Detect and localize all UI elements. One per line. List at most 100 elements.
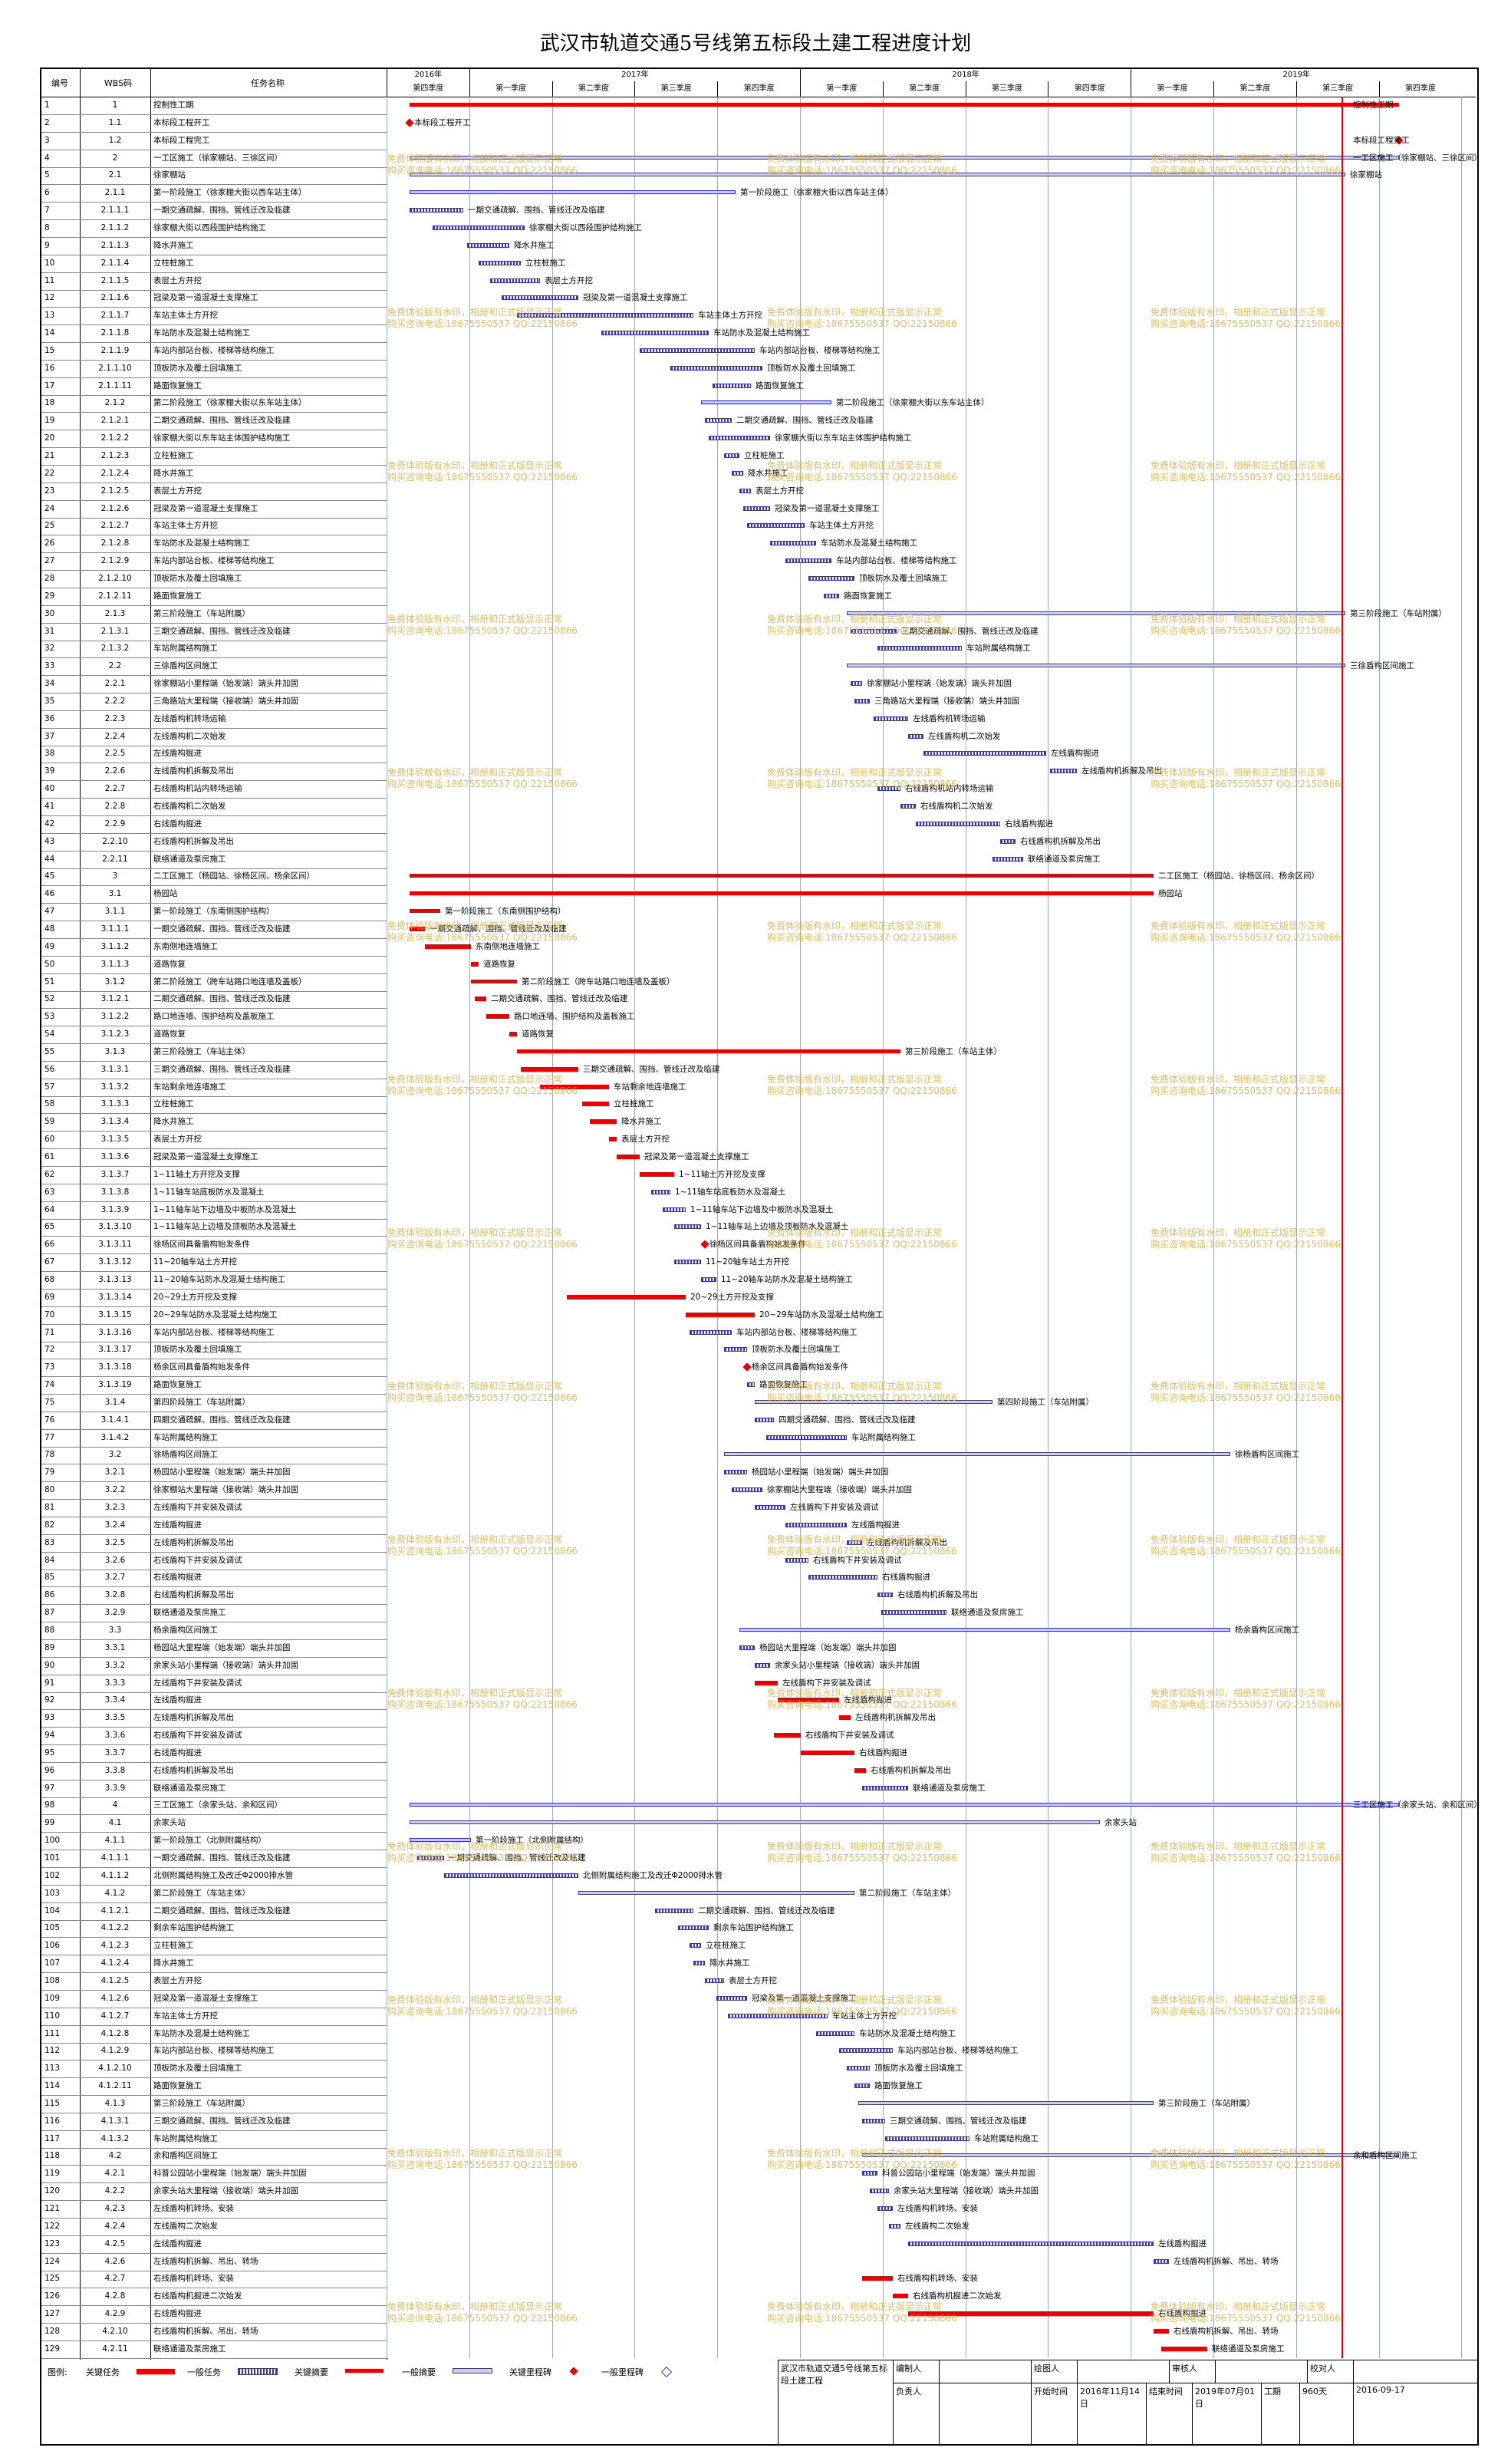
task-bar bbox=[847, 664, 1345, 668]
task-code: 29 bbox=[44, 591, 55, 601]
watermark-line: 免费体验版有水印，相册和正式版显示正常 bbox=[767, 307, 943, 318]
task-name: 车站防水及混凝土结构施工 bbox=[153, 328, 250, 338]
critical-task-bar bbox=[540, 1084, 609, 1089]
task-wbs: 2 bbox=[112, 153, 118, 163]
task-bar bbox=[444, 1873, 578, 1878]
bar-label: 左线盾构机拆解及吊出 bbox=[867, 1537, 947, 1547]
quarter-gridline bbox=[800, 97, 801, 2358]
task-bar bbox=[724, 1452, 1230, 1457]
bar-label: 杨余区间具备盾构始发条件 bbox=[752, 1362, 848, 1372]
table-row: 71 3.1.3.16 车站内部站台板、楼梯等结构施工 bbox=[41, 1324, 387, 1342]
task-name: 右线盾构机拆解、吊出、转场 bbox=[153, 2326, 258, 2336]
quarter-gridline bbox=[1213, 97, 1214, 2358]
legend-critical-milestone: 关键里程碑 bbox=[509, 2367, 551, 2377]
table-row: 10 2.1.1.4 立柱桩施工 bbox=[41, 255, 387, 273]
watermark: 免费体验版有水印，相册和正式版显示正常 购买咨询电话:18675550537 QQ… bbox=[387, 921, 578, 944]
header-code: 编号 bbox=[51, 78, 68, 88]
task-bar bbox=[701, 1276, 716, 1282]
task-bar bbox=[851, 628, 897, 634]
watermark-line: 免费体验版有水印，相册和正式版显示正常 bbox=[767, 1381, 943, 1392]
bar-label: 降水井施工 bbox=[621, 1117, 662, 1127]
header-name: 任务名称 bbox=[251, 78, 285, 88]
task-code: 126 bbox=[44, 2291, 61, 2301]
task-code: 15 bbox=[44, 345, 55, 355]
task-name: 第一阶段施工（东南侧围护结构） bbox=[153, 907, 275, 917]
task-name: 立柱桩施工 bbox=[153, 1099, 194, 1109]
table-row: 46 3.1 杨园站 bbox=[41, 885, 387, 904]
task-bar bbox=[755, 1417, 774, 1422]
task-wbs: 2.1.1.4 bbox=[100, 258, 130, 268]
watermark: 免费体验版有水印，相册和正式版显示正常 购买咨询电话:18675550537 QQ… bbox=[1151, 767, 1341, 790]
task-name: 联络通道及泵房施工 bbox=[153, 854, 226, 864]
watermark: 免费体验版有水印，相册和正式版显示正常 购买咨询电话:18675550537 QQ… bbox=[767, 2301, 957, 2324]
watermark-line: 购买咨询电话:18675550537 QQ:22150866 bbox=[1151, 1239, 1341, 1250]
task-code: 109 bbox=[44, 1993, 61, 2003]
table-row: 57 3.1.3.2 车站剩余地连墙施工 bbox=[41, 1079, 387, 1097]
bar-label: 立柱桩施工 bbox=[744, 451, 785, 460]
watermark-line: 免费体验版有水印，相册和正式版显示正常 bbox=[767, 2148, 943, 2159]
watermark-line: 购买咨询电话:18675550537 QQ:22150866 bbox=[387, 2313, 578, 2324]
task-code: 110 bbox=[44, 2011, 61, 2021]
task-wbs: 3.1.3.16 bbox=[98, 1327, 132, 1337]
quarter-label: 第二季度 bbox=[1213, 81, 1296, 97]
task-bar bbox=[877, 646, 962, 651]
task-wbs: 3.1.3.11 bbox=[98, 1240, 132, 1250]
task-wbs: 3.1.3.19 bbox=[98, 1380, 132, 1390]
task-name: 左线盾构掘进 bbox=[153, 749, 202, 759]
critical-task-bar bbox=[425, 944, 471, 949]
task-name: 降水井施工 bbox=[153, 240, 194, 250]
watermark: 免费体验版有水印，相册和正式版显示正常 购买咨询电话:18675550537 QQ… bbox=[767, 1074, 957, 1097]
milestone-marker bbox=[405, 118, 414, 127]
task-wbs: 3.1 bbox=[108, 889, 122, 899]
task-bar bbox=[747, 523, 805, 529]
bar-label: 剩余车站围护结构施工 bbox=[713, 1923, 794, 1933]
table-row: 121 4.2.3 左线盾构机转场、安装 bbox=[41, 2200, 387, 2219]
task-name: 科普公园站小里程端（始发端）端头井加固 bbox=[153, 2169, 307, 2179]
task-code: 106 bbox=[44, 1941, 61, 1951]
bar-label: 降水井施工 bbox=[748, 468, 788, 478]
task-wbs: 1 bbox=[112, 100, 118, 110]
watermark-line: 免费体验版有水印，相册和正式版显示正常 bbox=[767, 153, 943, 164]
task-wbs: 3.1.3.5 bbox=[100, 1135, 130, 1145]
milestone-marker bbox=[742, 1362, 752, 1372]
task-bar bbox=[716, 1995, 747, 2001]
task-bar bbox=[651, 1189, 670, 1194]
table-row: 26 2.1.2.8 车站防水及混凝土结构施工 bbox=[41, 535, 387, 554]
task-code: 8 bbox=[44, 222, 50, 232]
task-bar bbox=[709, 436, 770, 441]
critical-task-bar bbox=[862, 2276, 893, 2281]
quarter-label: 第三季度 bbox=[965, 81, 1048, 97]
table-row: 79 3.2.1 杨园站小里程端（始发端）端头井加固 bbox=[41, 1464, 387, 1483]
task-code: 62 bbox=[44, 1169, 55, 1179]
table-row: 120 4.2.2 余家头站大里程端（接收端）端头井加固 bbox=[41, 2182, 387, 2202]
task-bar bbox=[908, 733, 923, 739]
milestone-marker bbox=[700, 1240, 709, 1249]
table-row: 77 3.1.4.2 车站附属结构施工 bbox=[41, 1429, 387, 1448]
task-name: 左线盾构机拆解、吊出、转场 bbox=[153, 2256, 258, 2266]
watermark-line: 购买咨询电话:18675550537 QQ:22150866 bbox=[767, 1392, 957, 1403]
critical-task-bar bbox=[582, 1102, 609, 1107]
task-wbs: 3.1.3.1 bbox=[100, 1064, 130, 1074]
task-code: 50 bbox=[44, 959, 55, 969]
watermark: 免费体验版有水印，相册和正式版显示正常 购买咨询电话:18675550537 QQ… bbox=[1151, 460, 1341, 483]
task-wbs: 3.1.1.3 bbox=[100, 959, 130, 969]
task-wbs: 3.3.5 bbox=[104, 1713, 126, 1723]
task-bar bbox=[854, 698, 870, 703]
watermark-line: 免费体验版有水印，相册和正式版显示正常 bbox=[767, 614, 943, 624]
table-row: 31 2.1.3.1 三期交通疏解、围挡、管线迁改及临建 bbox=[41, 623, 387, 641]
bar-label: 控制性工期 bbox=[1353, 100, 1394, 110]
bar-label: 右线盾构掘进 bbox=[1005, 819, 1053, 828]
table-row: 91 3.3.3 左线盾构下井安装及调试 bbox=[41, 1675, 387, 1693]
table-row: 7 2.1.1.1 一期交通疏解、围挡、管线迁改及临建 bbox=[41, 202, 387, 221]
watermark-line: 免费体验版有水印，相册和正式版显示正常 bbox=[1151, 1995, 1326, 2005]
task-bar bbox=[1154, 2258, 1169, 2264]
task-wbs: 2.2.4 bbox=[104, 731, 126, 741]
task-name: 冠梁及第一道混凝土支撑施工 bbox=[153, 293, 258, 303]
bar-label: 右线盾构机拆解及吊出 bbox=[1020, 836, 1101, 846]
task-code: 36 bbox=[44, 713, 55, 723]
bar-label: 二工区施工（杨园站、徐杨区间、杨余区间） bbox=[1158, 871, 1319, 881]
task-wbs: 4.2.8 bbox=[104, 2291, 126, 2301]
task-wbs: 3.1.3.13 bbox=[98, 1274, 132, 1284]
critical-task-bar bbox=[839, 1715, 851, 1721]
table-row: 28 2.1.2.10 顶板防水及覆土回填施工 bbox=[41, 570, 387, 588]
